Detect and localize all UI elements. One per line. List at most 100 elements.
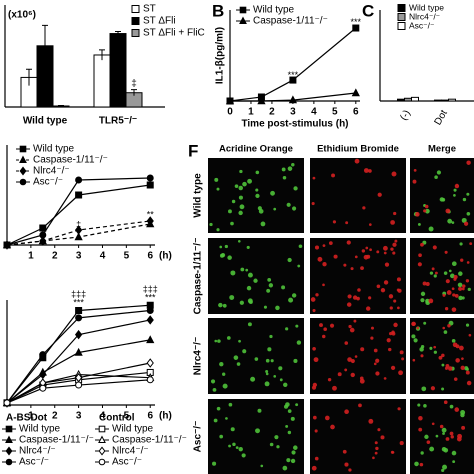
cell	[384, 262, 390, 267]
cell	[454, 183, 460, 189]
x-tick-label: 2	[52, 411, 58, 422]
cell	[268, 283, 274, 288]
cell	[412, 358, 416, 362]
marker	[74, 329, 83, 340]
cell	[343, 263, 347, 267]
cell	[365, 246, 369, 250]
cell	[458, 271, 463, 276]
cell	[458, 286, 463, 291]
marker	[146, 181, 154, 189]
cell	[348, 324, 352, 329]
cell	[279, 378, 283, 382]
line	[6, 223, 151, 246]
error-bar	[131, 89, 137, 96]
marker	[98, 435, 106, 444]
cell	[337, 372, 342, 377]
cell	[450, 435, 454, 439]
cell	[420, 242, 424, 247]
cell	[265, 372, 269, 376]
column-header: Merge	[428, 144, 456, 155]
cell	[218, 302, 223, 308]
cell	[449, 273, 455, 279]
legend-label: Wild type	[409, 2, 444, 12]
cell	[447, 323, 451, 328]
cell	[332, 385, 337, 391]
cell	[441, 353, 445, 358]
cell	[453, 274, 458, 280]
cell	[461, 217, 467, 223]
cell	[295, 403, 299, 407]
legend-label: Wild type	[253, 5, 295, 16]
bar	[411, 96, 419, 102]
cell	[461, 425, 466, 430]
cell	[411, 321, 416, 326]
row-label: Caspase-1/11⁻/⁻	[193, 238, 204, 315]
marker	[39, 351, 47, 359]
annotation: ***	[351, 17, 362, 27]
cell	[239, 300, 244, 305]
cell	[275, 305, 280, 311]
cell	[354, 158, 360, 164]
error-bar	[58, 104, 64, 107]
cell	[209, 222, 213, 227]
cell	[222, 303, 227, 308]
error-bar	[26, 68, 32, 86]
cell	[370, 336, 374, 340]
cell	[428, 226, 434, 232]
cell	[332, 220, 337, 224]
marker	[5, 458, 13, 466]
cell	[376, 284, 381, 289]
cell	[292, 206, 297, 211]
cell	[276, 445, 280, 449]
cell	[240, 267, 245, 272]
cell	[212, 461, 217, 466]
x-tick-label: 0	[227, 107, 233, 118]
cell	[390, 220, 395, 225]
cell	[383, 280, 389, 285]
cell	[352, 295, 358, 300]
legend-swatch	[131, 5, 140, 13]
cell	[359, 378, 365, 384]
cell	[361, 249, 366, 253]
cell	[253, 278, 258, 283]
marker	[39, 231, 47, 239]
cell	[397, 306, 400, 310]
legend-swatch	[131, 17, 140, 25]
cell	[314, 245, 320, 250]
cell	[399, 441, 404, 446]
cell	[245, 268, 249, 272]
cell	[423, 404, 427, 408]
annotation: ‡	[131, 78, 137, 89]
marker	[146, 216, 154, 226]
cell	[350, 372, 355, 378]
cell	[238, 185, 244, 191]
marker	[98, 446, 106, 456]
cell	[354, 355, 358, 358]
cell	[424, 204, 429, 209]
line	[6, 177, 151, 246]
legend-label: Caspase-1/11⁻/⁻	[253, 16, 328, 27]
legend-label: ST ΔFli	[143, 16, 176, 27]
cell	[415, 212, 420, 217]
cell	[234, 184, 239, 188]
cell	[443, 330, 448, 334]
cell	[448, 269, 452, 273]
cell	[453, 194, 456, 197]
cell	[317, 256, 323, 262]
cell	[373, 348, 378, 353]
cell	[282, 465, 288, 471]
cell	[250, 376, 256, 382]
cell	[420, 451, 424, 455]
marker	[75, 314, 83, 322]
line	[229, 27, 357, 102]
cell	[434, 175, 438, 179]
cell	[422, 281, 427, 286]
cell	[398, 370, 404, 376]
cell	[453, 377, 458, 381]
cell	[258, 208, 264, 214]
marker	[225, 96, 235, 105]
cell	[413, 338, 418, 343]
cell	[418, 416, 423, 421]
x-axis-label: (h)	[159, 251, 172, 262]
legend-label: Wild type	[112, 424, 154, 435]
